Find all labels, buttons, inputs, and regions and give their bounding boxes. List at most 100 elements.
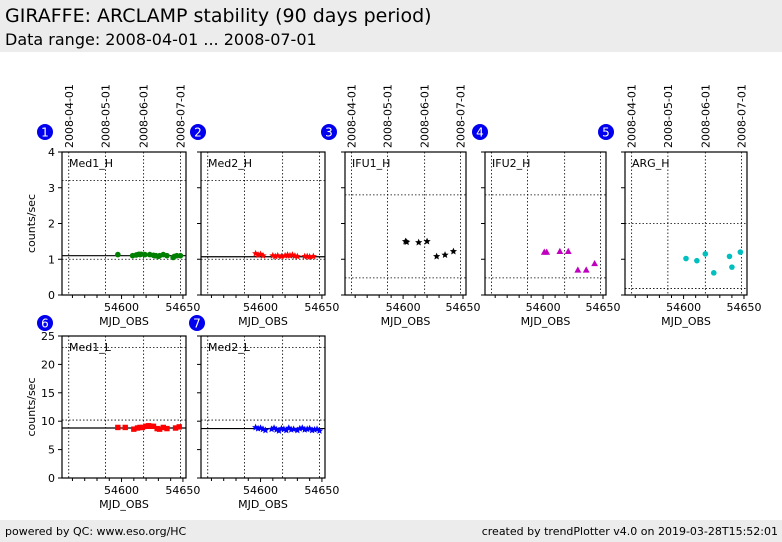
data-point (274, 251, 282, 259)
data-point (315, 427, 324, 434)
y-tick-label: 3 (48, 182, 55, 195)
date-tick-label: 2008-04-01 (626, 84, 639, 148)
data-point (164, 425, 170, 432)
panel-title: Med2_L (208, 341, 251, 354)
y-tick-label: 25 (41, 330, 55, 343)
data-point (423, 237, 431, 245)
chart-panel-ifu1-h: 3 2008-04-01 2008-05-01 2008-06-01 2008-07-0… (321, 84, 481, 328)
footer-created-by: created by trendPlotter v4.0 on 2019-03-… (481, 525, 778, 538)
date-tick-label: 2008-04-01 (63, 84, 76, 148)
footer-powered-by: powered by QC: www.eso.org/HC (5, 525, 187, 538)
x-axis-label: MJD_OBS (99, 315, 149, 328)
panel-number: 6 (41, 317, 49, 331)
y-tick-label: 1 (48, 253, 55, 266)
data-point (139, 424, 146, 431)
data-point (259, 251, 267, 259)
data-range: Data range: 2008-04-01 ... 2008-07-01 (5, 30, 317, 49)
panel-number-badge (190, 124, 206, 140)
data-point (282, 426, 290, 434)
data-point (403, 238, 411, 246)
panel-number-badge (472, 124, 488, 140)
data-point (737, 249, 744, 255)
panel-title: Med1_H (69, 157, 113, 170)
y-tick-label: 4 (48, 146, 55, 159)
data-point (142, 251, 148, 258)
date-tick-label: 2008-06-01 (419, 84, 432, 148)
x-tick-label: 54650 (446, 301, 481, 314)
y-tick-label: 10 (41, 415, 55, 428)
panel-title: IFU2_H (492, 157, 530, 170)
date-tick-label: 2008-05-01 (100, 84, 113, 148)
x-tick-label: 54650 (165, 484, 200, 497)
plot-frame (344, 151, 467, 296)
y-tick-label: 0 (48, 289, 55, 302)
data-point (449, 247, 458, 255)
data-point (160, 424, 166, 431)
y-tick-label: 0 (48, 472, 55, 485)
panel-title: Med1_L (69, 341, 112, 354)
data-point (441, 251, 449, 259)
data-point (131, 426, 137, 432)
data-point (309, 252, 317, 260)
data-point (164, 252, 170, 259)
x-tick-label: 54600 (104, 301, 139, 314)
x-tick-label: 54600 (104, 484, 139, 497)
chart-panel-med1-h: 1 2008-04-01 2008-05-01 2008-06-01 2008-07-0… (25, 84, 200, 328)
panel-number: 1 (41, 126, 49, 140)
panel-number: 2 (194, 126, 202, 140)
data-point (261, 426, 270, 434)
data-point (415, 238, 423, 246)
plot-frame (200, 151, 326, 296)
page-title: GIRAFFE: ARCLAMP stability (90 days peri… (5, 5, 432, 27)
plot-frame (200, 335, 326, 479)
data-point (177, 252, 184, 259)
y-tick-label: 15 (41, 387, 55, 400)
data-point (275, 427, 283, 434)
x-axis-label: MJD_OBS (99, 498, 149, 511)
x-axis-label: MJD_OBS (661, 315, 711, 328)
data-point (433, 252, 441, 260)
data-point (293, 426, 301, 434)
x-tick-label: 54650 (165, 301, 200, 314)
x-axis-label: MJD_OBS (521, 315, 571, 328)
plot-frame (61, 151, 187, 296)
data-point (726, 253, 733, 260)
date-tick-label: 2008-07-01 (455, 84, 468, 148)
data-point (694, 257, 700, 264)
date-tick-label: 2008-06-01 (699, 84, 712, 148)
panel-number-badge (37, 124, 53, 140)
panel-number-badge (321, 124, 337, 140)
date-tick-label: 2008-05-01 (662, 84, 675, 148)
panel-title: Med2_H (208, 157, 252, 170)
chart-panel-arg-h: 5 2008-04-01 2008-05-01 2008-06-01 2008-07-0… (598, 84, 761, 328)
chart-panel-med2-l: 7 Med2_L 54600 54650 MJD_OBS (189, 315, 339, 511)
x-tick-label: 54650 (586, 301, 621, 314)
panel-number-badge (189, 315, 205, 331)
data-point (729, 264, 735, 270)
x-axis-label: MJD_OBS (381, 315, 431, 328)
panel-number-badge (37, 315, 53, 331)
date-tick-label: 2008-06-01 (138, 84, 151, 148)
panel-number: 5 (602, 126, 610, 140)
data-point (172, 425, 179, 431)
x-axis-label: MJD_OBS (238, 315, 288, 328)
y-tick-label: 5 (48, 444, 55, 457)
data-point (710, 270, 717, 276)
panel-number: 4 (476, 126, 484, 140)
y-axis-label: counts/sec (25, 377, 38, 436)
data-point (122, 424, 128, 431)
x-tick-label: 54650 (726, 301, 761, 314)
data-point (683, 255, 689, 262)
x-tick-label: 54650 (304, 484, 339, 497)
header: GIRAFFE: ARCLAMP stability (90 days peri… (0, 0, 782, 52)
footer: powered by QC: www.eso.org/HC created by… (0, 520, 782, 542)
y-axis-label: counts/sec (25, 194, 38, 253)
x-axis-label: MJD_OBS (238, 498, 288, 511)
data-point (156, 426, 163, 432)
x-tick-label: 54600 (526, 301, 561, 314)
x-tick-label: 54600 (386, 301, 421, 314)
panel-number: 7 (193, 317, 201, 331)
data-point (293, 252, 301, 260)
panel-number: 3 (325, 126, 333, 140)
